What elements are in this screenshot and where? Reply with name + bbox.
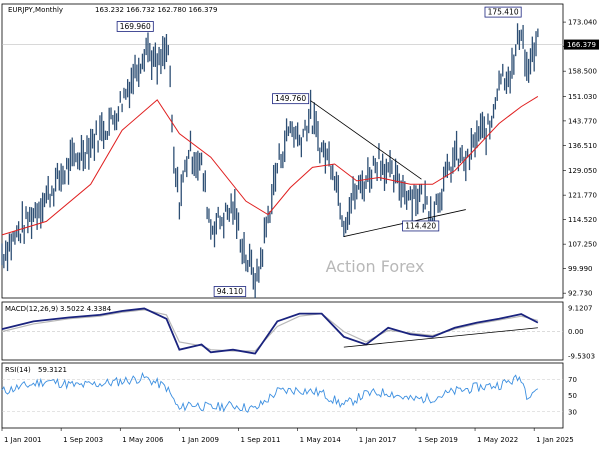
price-annotation-box (484, 6, 522, 18)
watermark: Action Forex (326, 257, 425, 276)
rsi-panel-title: RSI(14) (5, 366, 31, 374)
y-tick-label: 99.990 (568, 265, 593, 273)
x-tick-label: 1 May 2022 (477, 436, 518, 444)
main-panel-frame (1, 3, 564, 299)
rsi-panel-frame (1, 362, 564, 429)
macd-signal-line (1, 309, 539, 352)
y-tick-label: 158.500 (568, 68, 597, 76)
rsi-y-tick-label: 70 (568, 376, 577, 384)
price-annotation-box (402, 220, 440, 232)
y-tick-label: 121.770 (568, 192, 597, 200)
price-annotation-box (116, 21, 154, 32)
macd-panel-frame (1, 301, 564, 361)
x-tick-label: 1 Jan 2009 (181, 436, 219, 444)
y-tick-label: 114.520 (568, 216, 597, 224)
x-tick-label: 1 May 2014 (300, 436, 342, 444)
rsi-line (1, 371, 539, 413)
y-tick-label: 173.040 (568, 19, 597, 27)
y-tick-label: 107.250 (568, 241, 597, 249)
price-annotation-label: 94.110 (217, 287, 243, 296)
x-tick-label: 1 Sep 2011 (241, 436, 281, 444)
y-tick-label: 129.050 (568, 167, 597, 175)
price-annotation-label: 175.410 (488, 8, 519, 17)
x-tick-label: 1 Jan 2017 (359, 436, 397, 444)
rsi-panel-value: 59.3121 (38, 366, 67, 374)
x-tick-label: 1 Jan 2025 (536, 436, 574, 444)
current-price-box (564, 39, 599, 50)
x-tick-label: 1 May 2006 (122, 436, 164, 444)
price-annotation-label: 169.960 (120, 22, 151, 31)
moving-average-line (1, 96, 539, 236)
y-tick-label: 143.770 (568, 117, 597, 125)
x-tick-label: 1 Jan 2001 (4, 436, 42, 444)
y-tick-label: 136.510 (568, 142, 597, 150)
main-panel-symbol: EURJPY,Monthly (8, 6, 63, 14)
x-tick-label: 1 Sep 2003 (63, 436, 103, 444)
price-annotation-label: 114.420 (405, 221, 436, 230)
price-annotation-box (272, 93, 310, 105)
macd-panel-title: MACD(12,26,9) (5, 305, 58, 313)
macd-panel-values: 3.5022 4.3384 (60, 305, 112, 313)
x-tick-label: 1 Sep 2019 (418, 436, 458, 444)
macd-y-tick-label: 0.00 (568, 328, 584, 336)
y-tick-label: 151.030 (568, 93, 597, 101)
rsi-y-tick-label: 50 (568, 392, 577, 400)
macd-y-tick-label: 9.1207 (568, 305, 593, 313)
price-annotation-box (213, 286, 247, 297)
price-trendline (310, 100, 422, 180)
macd-y-tick-label: -9.5303 (568, 353, 595, 361)
rsi-y-tick-label: 30 (568, 408, 577, 416)
current-price-label: 166.379 (567, 41, 596, 49)
macd-trendline (343, 327, 538, 348)
macd-line (1, 307, 539, 355)
price-annotation-label: 149.760 (275, 94, 306, 103)
main-panel-ohlc: 163.232 166.732 162.780 166.379 (95, 6, 217, 14)
y-tick-label: 92.730 (568, 290, 593, 298)
